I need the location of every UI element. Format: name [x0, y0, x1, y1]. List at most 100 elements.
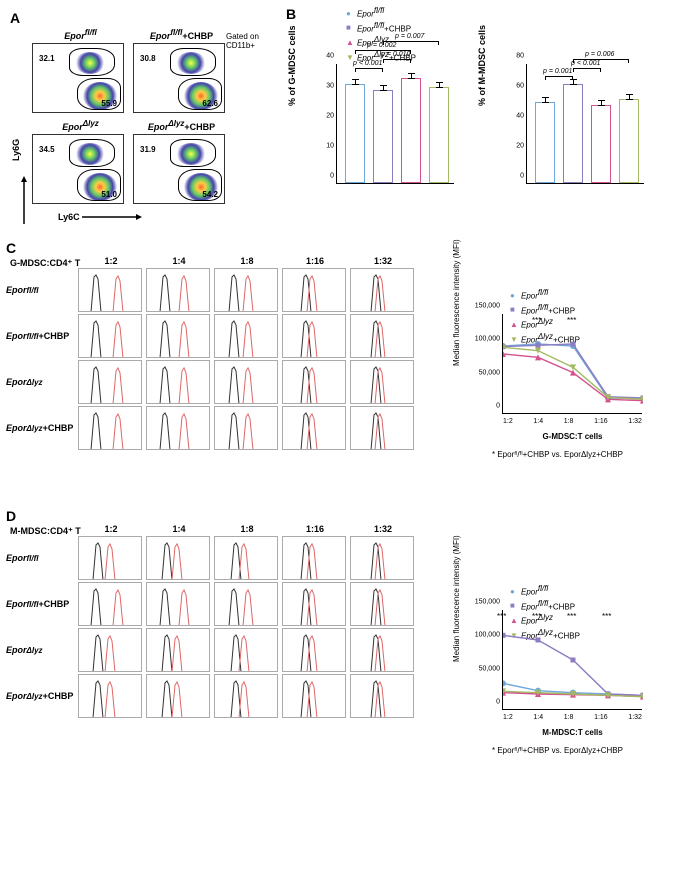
histogram-cell: [282, 582, 346, 626]
y-tick: 50,000: [479, 665, 503, 672]
histogram-cell: [214, 314, 278, 358]
ratio-header: 1:32: [350, 524, 416, 534]
panel-d: D M-MDSC:CD4⁺ T 1:21:41:81:161:32Eporfl/…: [6, 508, 676, 888]
histogram-svg: [215, 629, 278, 672]
facs-plot: Eporfl/fl+CHBP 30.8 62.6: [133, 28, 230, 113]
bar: [591, 105, 611, 183]
bar: [345, 84, 365, 183]
histogram-svg: [79, 407, 142, 450]
histogram-row-label: EporΔlyz: [6, 628, 76, 672]
lc-ylabel-c: Median fluorescence intensity (MFI): [452, 239, 461, 366]
significance-bracket-icon: [383, 59, 411, 60]
gmdsc-pct: 30.8: [140, 54, 156, 63]
bar: [429, 87, 449, 183]
facs-plot: Eporfl/fl 32.1 55.9: [32, 28, 129, 113]
arrow-x-icon: [82, 212, 142, 222]
significance-stars: ***: [567, 316, 576, 325]
legend-text: Eporfl/fl+CHBP: [357, 21, 411, 34]
gmdsc-pct: 34.5: [39, 145, 55, 154]
histogram-svg: [147, 361, 210, 404]
y-tick: 10: [326, 143, 337, 150]
ratio-header: 1:4: [146, 256, 212, 266]
histogram-svg: [215, 537, 278, 580]
histogram-row-label: EporΔlyz: [6, 360, 76, 404]
bar: [619, 99, 639, 183]
histogram-cell: [350, 674, 414, 718]
y-tick: 20: [326, 113, 337, 120]
histogram-svg: [79, 361, 142, 404]
histogram-cell: [78, 536, 142, 580]
legend-item: ● Eporfl/fl: [510, 584, 580, 597]
significance-stars: ***: [602, 612, 611, 621]
histogram-cell: [350, 536, 414, 580]
histogram-cell: [78, 360, 142, 404]
histogram-cell: [78, 268, 142, 312]
lc-xlabel-c: G-MDSC:T cells: [503, 432, 642, 441]
facs-plot-area: 34.5 51.0: [32, 134, 124, 204]
bar: [563, 84, 583, 183]
histogram-cell: [214, 536, 278, 580]
x-tick: 1:8: [564, 714, 574, 721]
facs-plot-area: 31.9 54.2: [133, 134, 225, 204]
histogram-svg: [79, 269, 142, 312]
y-tick: 150,000: [475, 599, 503, 606]
significance-bracket-icon: [545, 76, 573, 77]
x-tick: 1:16: [594, 714, 608, 721]
histogram-cell: [146, 314, 210, 358]
histogram-svg: [351, 315, 414, 358]
histogram-svg: [283, 629, 346, 672]
lc-xticks-d: 1:21:41:81:161:32: [503, 714, 642, 721]
line-chart-svg: [503, 314, 643, 414]
histogram-cell: [214, 406, 278, 450]
bar: [373, 90, 393, 183]
significance-stars: ***: [497, 612, 506, 621]
histogram-svg: [147, 583, 210, 626]
significance-bracket-icon: [383, 41, 439, 42]
legend-item: ■Eporfl/fl+CHBP: [346, 21, 416, 34]
mmdsc-pct: 62.6: [202, 99, 218, 108]
histogram-cell: [78, 314, 142, 358]
histogram-svg: [283, 675, 346, 718]
x-tick: 1:2: [503, 418, 513, 425]
error-bar-icon: [545, 97, 546, 103]
significance-text: p = 0.006: [585, 51, 614, 58]
error-bar-icon: [601, 100, 602, 106]
lc-note-c: * Eporᶠˡ/ᶠˡ+CHBP vs. EporΔlyz+CHBP: [492, 450, 623, 459]
histogram-cell: [282, 406, 346, 450]
panel-a-label: A: [10, 10, 20, 26]
histogram-svg: [147, 407, 210, 450]
ratio-header: 1:2: [78, 256, 144, 266]
x-tick: 1:8: [564, 418, 574, 425]
significance-text: p = 0.010: [381, 51, 410, 58]
bar-chart-mmdsc: % of M-MDSC cells 020406080p = 0.001p < …: [490, 46, 650, 216]
lc-xlabel-d: M-MDSC:T cells: [503, 728, 642, 737]
significance-bracket-icon: [573, 68, 601, 69]
histogram-svg: [79, 315, 142, 358]
error-bar-icon: [573, 79, 574, 85]
bar-area-1: 010203040p < 0.001p = 0.010p = 0.002p = …: [336, 64, 454, 184]
histogram-cell: [78, 582, 142, 626]
facs-grid: Eporfl/fl 32.1 55.9 Eporfl/fl+CHBP 30.8 …: [32, 28, 230, 204]
legend-marker-icon: ●: [510, 587, 517, 594]
bar: [401, 78, 421, 183]
facs-plot: EporΔlyz 34.5 51.0: [32, 119, 129, 204]
histogram-svg: [351, 361, 414, 404]
histogram-grid-c: 1:21:41:81:161:32Eporfl/fl: [6, 256, 416, 450]
y-tick: 30: [326, 83, 337, 90]
histogram-svg: [351, 629, 414, 672]
significance-bracket-icon: [355, 68, 383, 69]
histogram-cell: [146, 268, 210, 312]
facs-title: EporΔlyz: [32, 119, 129, 132]
ratio-header: 1:32: [350, 256, 416, 266]
legend-text: Eporfl/fl: [521, 584, 548, 597]
histogram-svg: [79, 583, 142, 626]
histogram-cell: [282, 628, 346, 672]
histogram-svg: [283, 269, 346, 312]
facs-title: EporΔlyz+CHBP: [133, 119, 230, 132]
y-tick: 100,000: [475, 632, 503, 639]
grid-corner: [6, 524, 76, 534]
significance-text: p = 0.001: [543, 68, 572, 75]
histogram-svg: [215, 269, 278, 312]
lc-ylabel-d: Median fluorescence intensity (MFI): [452, 535, 461, 662]
ratio-header: 1:2: [78, 524, 144, 534]
